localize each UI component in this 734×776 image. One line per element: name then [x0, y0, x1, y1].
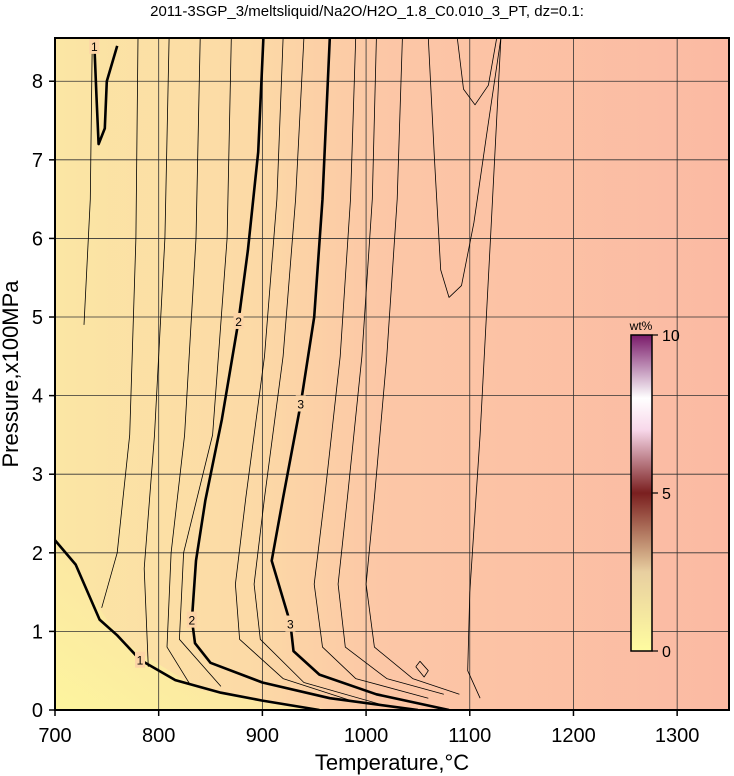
contour-label: 3	[297, 397, 304, 411]
thin-contour	[313, 38, 429, 699]
plot-frame	[54, 37, 730, 711]
x-tick-label: 800	[142, 725, 175, 747]
contour-label-bg	[233, 312, 244, 329]
y-tick-label: 6	[32, 228, 43, 250]
contour-label: 2	[235, 315, 242, 329]
thin-contour	[365, 38, 460, 695]
thin-contour	[467, 38, 502, 699]
thin-contour	[415, 660, 429, 678]
x-tick-label: 1000	[344, 725, 389, 747]
thin-contour	[337, 38, 444, 695]
thin-contour	[427, 38, 502, 298]
thin-contour	[253, 38, 387, 707]
contour-label-bg	[295, 395, 306, 412]
labeled-contour	[190, 38, 419, 710]
thin-contour	[166, 38, 201, 685]
x-axis-title: Temperature,°C	[315, 750, 469, 775]
low-region-shade	[55, 540, 330, 710]
plot-background	[55, 38, 729, 710]
contour-label: 1	[91, 40, 98, 54]
y-tick-label: 5	[32, 307, 43, 329]
colorbar-tick-label: 0	[662, 644, 671, 661]
x-tick-label: 1300	[655, 725, 700, 747]
thin-contour	[101, 38, 139, 608]
x-tick-label: 1200	[551, 725, 596, 747]
y-axis-title: Pressure,x100MPa	[0, 280, 23, 468]
thin-contour	[83, 38, 93, 325]
contour-label: 2	[189, 614, 196, 628]
colorbar-tick-label: 5	[662, 486, 671, 503]
y-tick-label: 7	[32, 150, 43, 172]
y-tick-label: 3	[32, 464, 43, 486]
y-tick-label: 2	[32, 543, 43, 565]
colorbar	[630, 334, 653, 652]
thin-contour	[235, 38, 356, 703]
x-tick-label: 1100	[448, 725, 491, 747]
thin-contour	[456, 38, 498, 106]
contour-label-bg	[285, 615, 296, 632]
x-tick-label: 700	[38, 725, 71, 747]
contour-label-bg	[89, 37, 100, 54]
thin-contour	[179, 38, 232, 687]
colorbar-tick-label: 10	[662, 328, 680, 345]
contour-label-bg	[186, 611, 197, 628]
colorbar-label: wt%	[629, 319, 653, 333]
contour-label: 3	[287, 618, 294, 632]
y-tick-label: 0	[32, 700, 43, 722]
contour-label: 1	[137, 654, 144, 668]
y-tick-label: 4	[32, 386, 43, 408]
y-tick-label: 8	[32, 71, 43, 93]
labeled-contour	[270, 38, 450, 710]
contour-label-bg	[135, 651, 146, 668]
x-tick-label: 900	[246, 725, 279, 747]
chart-title: 2011-3SGP_3/meltsliquid/Na2O/H2O_1.8_C0.…	[150, 3, 584, 20]
thin-contour	[143, 38, 170, 667]
y-tick-label: 1	[32, 621, 43, 643]
